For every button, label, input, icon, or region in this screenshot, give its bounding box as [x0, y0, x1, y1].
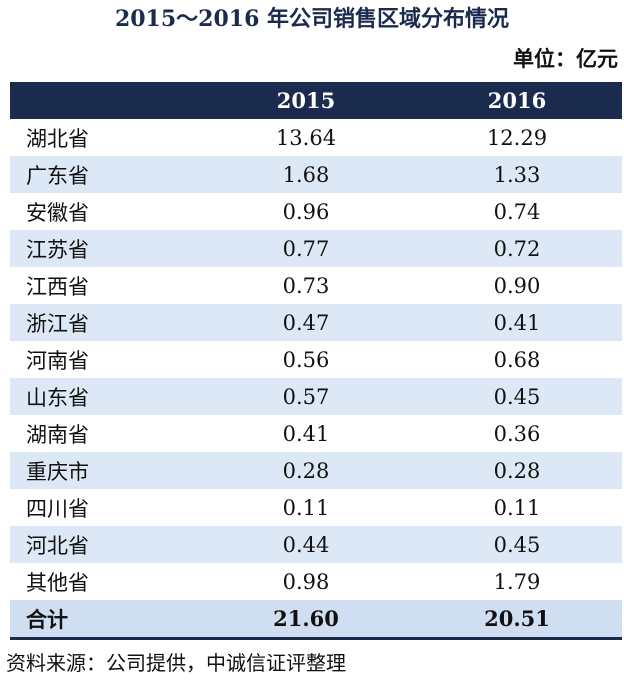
value-2016-cell: 0.41	[412, 304, 622, 341]
value-2015-cell: 0.77	[200, 230, 412, 267]
value-2015-cell: 1.68	[200, 156, 412, 193]
value-2016-cell: 1.33	[412, 156, 622, 193]
value-2016-cell: 0.11	[412, 489, 622, 526]
value-2016-cell: 0.28	[412, 452, 622, 489]
total-label-cell: 合计	[10, 600, 200, 640]
value-2015-cell: 0.96	[200, 193, 412, 230]
value-2016-cell: 0.36	[412, 415, 622, 452]
value-2015-cell: 0.73	[200, 267, 412, 304]
value-2016-cell: 0.45	[412, 526, 622, 563]
region-cell: 山东省	[10, 378, 200, 415]
table-body: 湖北省 13.64 12.29 广东省 1.68 1.33 安徽省 0.96 0.74 江苏省 0.…	[10, 119, 622, 640]
region-cell: 浙江省	[10, 304, 200, 341]
header-2016: 2016	[412, 82, 622, 119]
table-row: 河北省 0.44 0.45	[10, 526, 622, 563]
total-2015-cell: 21.60	[200, 600, 412, 640]
header-row: 2015 2016	[10, 82, 622, 119]
sales-region-table: 2015 2016 湖北省 13.64 12.29 广东省 1.68 1.33 安徽省 0.9…	[10, 82, 622, 640]
unit-label: 单位：亿元	[513, 46, 618, 71]
region-cell: 安徽省	[10, 193, 200, 230]
region-cell: 湖北省	[10, 119, 200, 156]
value-2016-cell: 0.90	[412, 267, 622, 304]
table-row: 安徽省 0.96 0.74	[10, 193, 622, 230]
value-2015-cell: 0.98	[200, 563, 412, 600]
table-row: 四川省 0.11 0.11	[10, 489, 622, 526]
table-row: 浙江省 0.47 0.41	[10, 304, 622, 341]
value-2015-cell: 0.28	[200, 452, 412, 489]
table-row: 山东省 0.57 0.45	[10, 378, 622, 415]
total-2016-cell: 20.51	[412, 600, 622, 640]
value-2016-cell: 0.68	[412, 341, 622, 378]
region-cell: 江苏省	[10, 230, 200, 267]
region-cell: 四川省	[10, 489, 200, 526]
value-2016-cell: 0.45	[412, 378, 622, 415]
table-row: 湖北省 13.64 12.29	[10, 119, 622, 156]
table-row: 广东省 1.68 1.33	[10, 156, 622, 193]
source-note: 资料来源：公司提供，中诚信证评整理	[6, 651, 346, 675]
table-row: 重庆市 0.28 0.28	[10, 452, 622, 489]
region-cell: 江西省	[10, 267, 200, 304]
region-cell: 河北省	[10, 526, 200, 563]
value-2015-cell: 13.64	[200, 119, 412, 156]
value-2016-cell: 0.74	[412, 193, 622, 230]
value-2015-cell: 0.41	[200, 415, 412, 452]
total-row: 合计 21.60 20.51	[10, 600, 622, 640]
value-2016-cell: 0.72	[412, 230, 622, 267]
table-row: 湖南省 0.41 0.36	[10, 415, 622, 452]
table-row: 江西省 0.73 0.90	[10, 267, 622, 304]
region-cell: 重庆市	[10, 452, 200, 489]
value-2015-cell: 0.47	[200, 304, 412, 341]
value-2015-cell: 0.56	[200, 341, 412, 378]
region-cell: 其他省	[10, 563, 200, 600]
table-row: 河南省 0.56 0.68	[10, 341, 622, 378]
value-2016-cell: 12.29	[412, 119, 622, 156]
value-2015-cell: 0.44	[200, 526, 412, 563]
region-cell: 广东省	[10, 156, 200, 193]
region-cell: 湖南省	[10, 415, 200, 452]
header-region	[10, 82, 200, 119]
value-2015-cell: 0.57	[200, 378, 412, 415]
header-2015: 2015	[200, 82, 412, 119]
table-row: 其他省 0.98 1.79	[10, 563, 622, 600]
value-2016-cell: 1.79	[412, 563, 622, 600]
value-2015-cell: 0.11	[200, 489, 412, 526]
table-row: 江苏省 0.77 0.72	[10, 230, 622, 267]
table-title: 2015～2016 年公司销售区域分布情况	[114, 6, 510, 32]
region-cell: 河南省	[10, 341, 200, 378]
